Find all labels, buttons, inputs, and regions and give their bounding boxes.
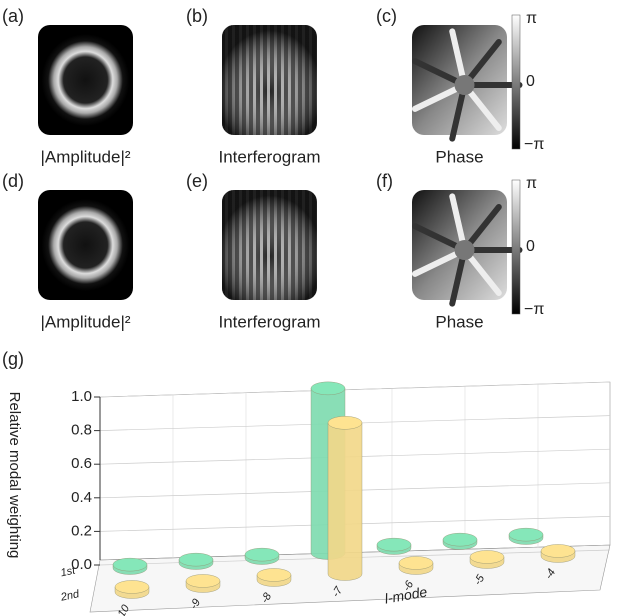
ring: [42, 34, 130, 126]
bar-top: [509, 528, 543, 541]
panel-label: (b): [186, 6, 208, 26]
colorbar-label: π: [526, 10, 537, 27]
bar-top: [115, 580, 149, 593]
y-tick-label: 0.4: [71, 489, 92, 506]
colorbar: [512, 180, 520, 314]
interferogram-shade: [222, 190, 317, 300]
panel-label: (f): [376, 171, 393, 191]
figure: (a) |Amplitude|² (b) Interferogram (c) π 0 −π Ph…: [0, 0, 620, 616]
colorbar-label: 0: [526, 238, 535, 255]
y-tick-label: 0.6: [71, 455, 92, 472]
bar-top: [311, 382, 345, 395]
page: (a) |Amplitude|² (b) Interferogram (c) π 0 −π Ph…: [0, 0, 620, 616]
colorbar-label: 0: [526, 73, 535, 90]
colorbar-label: π: [526, 175, 537, 192]
phase-core: [455, 75, 475, 95]
panel-caption: Phase: [435, 312, 483, 331]
bar-top: [257, 568, 291, 581]
bar-top: [377, 538, 411, 551]
colorbar-label: −π: [524, 301, 544, 318]
panel-label: (c): [376, 6, 397, 26]
bar-top: [399, 556, 433, 569]
panel-label: (a): [2, 6, 24, 26]
legend-label: 2nd: [59, 588, 81, 604]
bar-top: [245, 548, 279, 561]
colorbar: [512, 15, 520, 149]
bar-top: [443, 533, 477, 546]
bar-body: [328, 423, 362, 581]
interferogram-shade: [222, 25, 317, 135]
panel-caption: |Amplitude|²: [40, 312, 130, 331]
panel-label: (g): [2, 349, 24, 369]
bar-top: [541, 544, 575, 557]
colorbar-label: −π: [524, 136, 544, 153]
phase-core: [455, 240, 475, 260]
panel-caption: |Amplitude|²: [40, 147, 130, 166]
ring: [42, 199, 130, 291]
panel-label: (d): [2, 171, 24, 191]
y-tick-label: 1.0: [71, 388, 92, 405]
panel-caption: Interferogram: [218, 147, 320, 166]
y-tick-label: 0.8: [71, 422, 92, 439]
bar-top: [113, 558, 147, 571]
bar-top: [186, 574, 220, 587]
y-tick-label: 0.2: [71, 522, 92, 539]
bar-top: [470, 550, 504, 563]
panel-caption: Phase: [435, 147, 483, 166]
bar-top: [179, 553, 213, 566]
grid-line: [100, 382, 610, 397]
panel-label: (e): [186, 171, 208, 191]
panel-caption: Interferogram: [218, 312, 320, 331]
bar-top: [328, 416, 362, 429]
y-axis-title: Relative modal weighting: [6, 392, 23, 559]
